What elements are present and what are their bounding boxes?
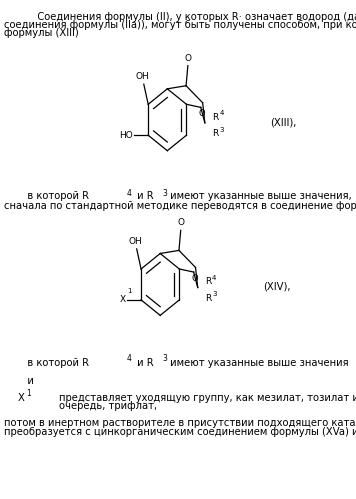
Text: R: R [213, 113, 219, 122]
Text: 3: 3 [219, 127, 224, 133]
Text: 1: 1 [127, 288, 131, 294]
Text: 1: 1 [27, 389, 31, 398]
Text: в которой R: в которой R [18, 191, 89, 201]
Text: и R: и R [134, 358, 153, 368]
Text: OH: OH [136, 72, 150, 81]
Text: имеют указанные выше значения,: имеют указанные выше значения, [167, 191, 352, 201]
Text: (XIII),: (XIII), [271, 117, 297, 127]
Text: 3: 3 [162, 354, 167, 363]
Text: и R: и R [134, 191, 153, 201]
Text: сначала по стандартной методике переводятся в соединение формулы (XIV): сначала по стандартной методике переводя… [4, 201, 356, 211]
Text: 3: 3 [162, 189, 167, 198]
Text: преобразуется с цинкорганическим соединением формулы (XVa) или (XVb): преобразуется с цинкорганическим соедине… [4, 427, 356, 437]
Text: 4: 4 [126, 354, 131, 363]
Text: 4: 4 [126, 189, 131, 198]
Text: 4: 4 [219, 110, 224, 116]
Text: (XIV),: (XIV), [263, 282, 291, 292]
Text: O: O [192, 274, 198, 283]
Text: потом в инертном растворителе в присутствии подходящего катализатора: потом в инертном растворителе в присутст… [4, 418, 356, 428]
Text: O: O [184, 53, 191, 62]
Text: R: R [205, 277, 212, 286]
Text: имеют указанные выше значения: имеют указанные выше значения [167, 358, 349, 368]
Text: в которой R: в которой R [18, 358, 89, 368]
Text: 4: 4 [212, 274, 216, 280]
Text: R: R [205, 294, 212, 303]
Text: O: O [199, 109, 205, 118]
Text: O: O [177, 218, 184, 227]
Text: соединения формулы (IIa)), могут быть получены способом, при котором соединение: соединения формулы (IIa)), могут быть по… [4, 20, 356, 30]
Text: очередь, трифлат,: очередь, трифлат, [59, 401, 157, 411]
Text: Соединения формулы (II), у которых R· означает водород (далее:: Соединения формулы (II), у которых R· оз… [28, 12, 356, 22]
Text: OH: OH [129, 237, 142, 246]
Text: X: X [18, 393, 25, 403]
Text: R: R [213, 129, 219, 138]
Text: HO: HO [119, 131, 133, 140]
Text: формулы (XIII): формулы (XIII) [4, 28, 78, 38]
Text: X: X [120, 295, 126, 304]
Text: и: и [18, 376, 34, 386]
Text: 3: 3 [212, 291, 216, 297]
Text: представляет уходящую группу, как мезилат, тозилат или, в первую: представляет уходящую группу, как мезила… [59, 393, 356, 403]
